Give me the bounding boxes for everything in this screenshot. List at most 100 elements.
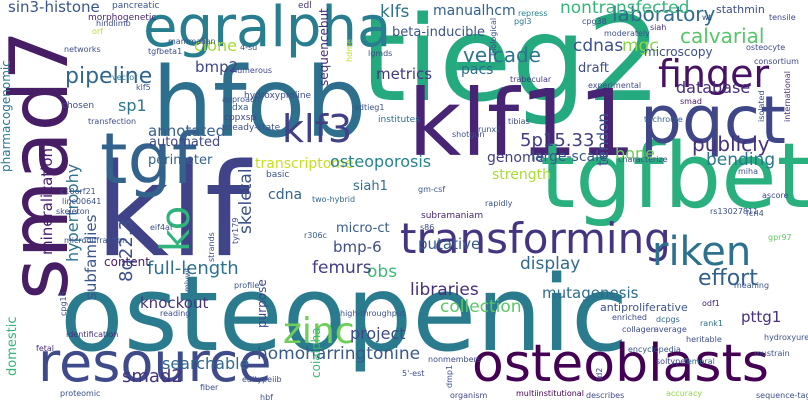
word-describes: accuracy xyxy=(666,389,703,398)
word-hydroxyurea: dmp1 xyxy=(445,364,454,388)
word-tgfbeta1: chosen xyxy=(62,101,95,111)
word-lgmds: shotgun xyxy=(452,130,485,139)
word-dxa: cppxsp xyxy=(224,113,257,123)
word-cpg20: cpg16 xyxy=(59,291,68,316)
word-microdiffraction: reading xyxy=(160,309,191,318)
word-ascore: adtieg1 xyxy=(354,103,385,112)
word-klf: klf xyxy=(95,137,250,286)
word-coialpha: repress xyxy=(518,9,548,18)
word-smad: mutagenesis xyxy=(542,284,639,302)
word-average: dcpgs xyxy=(656,315,680,324)
word-multiinstitutional: hbf xyxy=(260,393,273,402)
word-cdna: cdna xyxy=(268,187,303,203)
word-fiber: organism xyxy=(450,391,488,400)
word-putative: putative xyxy=(418,235,481,253)
word-5-est: gpr97 xyxy=(768,233,792,242)
word-sin3-histone: sin3-histone xyxy=(8,0,100,16)
word-fetal: proteomic xyxy=(60,389,101,398)
word-shotgun: cpg38 xyxy=(582,17,607,26)
word-sp1: sp1 xyxy=(118,96,147,115)
word-homoharringtonine: homoharringtonine xyxy=(257,344,421,364)
word-beta-inducible: beta-inducible xyxy=(392,25,485,40)
word-siah: sequencebut xyxy=(317,8,331,86)
word-experimental: trabecular xyxy=(510,75,552,84)
word-enriched: meaning xyxy=(734,281,770,290)
word-purpose: tensile xyxy=(769,13,796,22)
word-miha: tibias xyxy=(508,117,530,126)
word-orf: klf5 xyxy=(136,83,151,92)
word-tgfbeta: tgfbeta xyxy=(540,124,808,229)
word-bmp2: bmp2 xyxy=(195,58,239,76)
word-femoral: soltype1 xyxy=(656,357,691,366)
word-laboratory: laboratory xyxy=(612,2,716,26)
word-proteomic: fiber xyxy=(200,383,219,392)
word-tyr179: mlvwt xyxy=(183,267,192,292)
word-subramaniam: r306c xyxy=(304,231,327,240)
word-c10orf21: linc00641 xyxy=(62,197,102,206)
word-bone: bone xyxy=(615,144,655,163)
word-osteoporosis: osteoporosis xyxy=(330,152,432,171)
word-rank1: odf1 xyxy=(702,299,720,308)
word-metrics: metrics xyxy=(376,65,433,83)
word-finger: finger xyxy=(658,52,770,96)
word-tibias: moderately xyxy=(604,29,650,38)
word-strength: strength xyxy=(492,167,551,183)
word-edltypeiib: identification xyxy=(66,330,119,339)
word-slow-down: cpg20 xyxy=(219,225,228,250)
word-adtieg1: runx2 xyxy=(478,125,502,134)
word-strands: hydroxyurea xyxy=(764,333,808,342)
word-annotated: annotated xyxy=(148,122,226,140)
word-draft: draft xyxy=(578,61,610,76)
word-obs: obs xyxy=(367,262,398,282)
word-vector: approach xyxy=(222,95,260,104)
word-4-su: orf xyxy=(92,27,103,36)
word-collection: collection xyxy=(440,297,522,317)
word-subfamilies: subfamilies xyxy=(82,214,100,300)
word-gm-csf: s86 xyxy=(420,223,435,232)
word-microscopy: edl xyxy=(298,1,312,11)
word-antiproliferative: pancreatic xyxy=(112,1,160,11)
word-chosen: numerous xyxy=(232,66,273,75)
word-r306c: two-hybrid xyxy=(312,195,356,204)
word-libraries: libraries xyxy=(410,280,479,300)
word-cpg16: characterize xyxy=(618,155,668,164)
word-runx2: hdme xyxy=(345,39,354,62)
word-database: database xyxy=(676,78,751,97)
word-consortium: isolated xyxy=(757,90,766,122)
word-wt: microscopy xyxy=(644,45,713,59)
word-bmp-6: bmp-6 xyxy=(333,238,382,256)
word-fcrl4: lgmds xyxy=(368,49,393,58)
word-resource: resource xyxy=(38,331,272,394)
word-hdme: hindlimb xyxy=(96,19,131,28)
word-searchable: searchable xyxy=(162,354,250,373)
word-osteocyte: hydroxyproline xyxy=(244,91,312,101)
word-micro-ct: micro-ct xyxy=(336,221,390,236)
word-klfs: klfs xyxy=(380,2,410,22)
word-egralpha: egralpha xyxy=(143,0,392,60)
word-isolated: international xyxy=(783,71,792,122)
word-skeleton: c10orf21 xyxy=(60,187,96,196)
word-rs13027811: miha xyxy=(738,167,758,176)
word-hbf: collagen xyxy=(622,325,656,334)
word-full-length: full-length xyxy=(147,258,239,279)
word-rapidly: subramaniam xyxy=(421,211,484,221)
word-dmp1: nonmembers xyxy=(428,355,481,364)
word-morphogenetic: coialpha xyxy=(309,327,323,378)
word-sequence-tagged: describes xyxy=(586,391,625,400)
word-skeletal: skeletal xyxy=(236,168,256,234)
word-large-scale: large-scale xyxy=(531,149,608,165)
word-s86: rapidly xyxy=(485,199,513,208)
word-institutes: osteocyte xyxy=(746,43,786,52)
word-project: project xyxy=(350,324,406,343)
word-genome: genome xyxy=(487,150,545,166)
word-automated: automated xyxy=(149,135,221,150)
word-networks: vector xyxy=(112,73,138,82)
word-meaning: rank1 xyxy=(700,319,723,328)
word-transcriptome: transcriptome xyxy=(255,156,354,172)
word-stathmin: stathmin xyxy=(716,3,765,16)
word-gpr97: ascore xyxy=(762,191,789,200)
word-pttg1: pttg1 xyxy=(741,308,782,326)
word-osteoblasts: osteoblasts xyxy=(472,334,769,394)
word-heritable: encyclopedia xyxy=(628,345,681,354)
word-knockout: knockout xyxy=(140,294,209,312)
